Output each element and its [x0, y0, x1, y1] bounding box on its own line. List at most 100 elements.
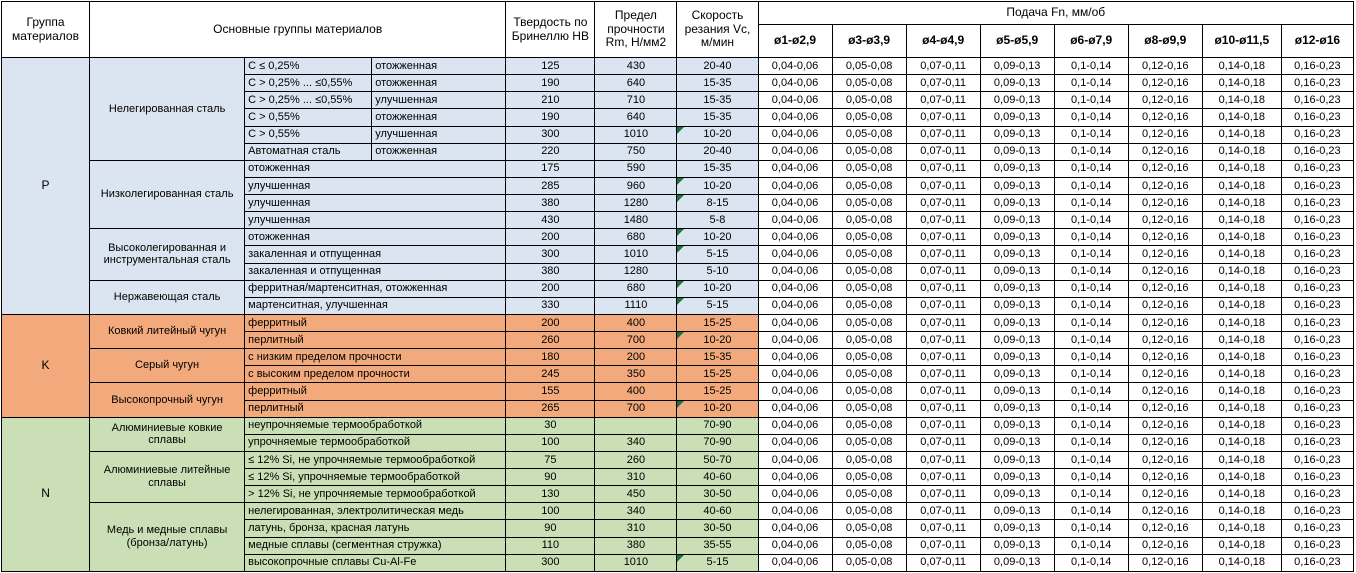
feed-cell-col-5: 0,1-0,14	[1053, 176, 1129, 196]
feed-cell-col-6: 0,12-0,16	[1127, 553, 1203, 573]
table-row: C > 0,25% ... ≤0,55% улучшенная 210 710 15-3…	[2, 91, 1355, 110]
hardness-cell: 330	[505, 296, 596, 315]
feed-cell-col-1: 0,04-0,06	[757, 382, 833, 401]
feed-cell-col-8: 0,16-0,23	[1280, 279, 1355, 298]
feed-cell-col-5: 0,1-0,14	[1053, 296, 1129, 315]
feed-cell-col-5: 0,1-0,14	[1053, 245, 1129, 264]
feed-cell-col-1: 0,04-0,06	[757, 279, 833, 298]
cutting-speed-cell: 70-90	[676, 416, 759, 435]
strength-cell: 1010	[594, 125, 678, 144]
feed-cell-col-3: 0,07-0,11	[905, 433, 981, 452]
strength-cell: 1010	[594, 553, 678, 573]
feed-cell-col-3: 0,07-0,11	[905, 536, 981, 555]
material-spec-cell: упрочняемые термообработкой	[244, 433, 507, 452]
table-row: перлитный 265 700 10-20 0,04-0,06 0,05-0,08 0,…	[2, 399, 1355, 418]
table-row: C > 0,55% отожженная 190 640 15-35 0,04-0,06 0…	[2, 108, 1355, 127]
feed-cell-col-3: 0,07-0,11	[905, 159, 981, 178]
feed-cell-col-3: 0,07-0,11	[905, 142, 981, 161]
cutting-speed-cell: 15-35	[676, 348, 759, 367]
feed-cell-col-2: 0,05-0,08	[831, 467, 907, 487]
feed-cell-col-2: 0,05-0,08	[831, 519, 907, 538]
table-row: Высокопрочный чугун ферритный 155 400 15-25 0…	[2, 382, 1355, 418]
hardness-cell: 210	[505, 91, 596, 110]
strength-cell: 1280	[594, 262, 678, 281]
feed-cell-col-4: 0,09-0,13	[979, 296, 1055, 315]
table-row: улучшенная 380 1280 8-15 0,04-0,06 0,05-0,08 0…	[2, 193, 1355, 213]
strength-cell: 960	[594, 176, 678, 196]
material-subgroup-cell: Высокопрочный чугун	[89, 382, 246, 418]
feed-cell-col-5: 0,1-0,14	[1053, 193, 1129, 213]
feed-cell-col-1: 0,04-0,06	[757, 245, 833, 264]
table-header: Группа материалов Основные группы матери…	[0, 1, 1355, 58]
material-state-cell: улучшенная	[371, 125, 507, 144]
table-row: Алюминиевые литейные сплавы ≤ 12% Si, не …	[2, 450, 1355, 504]
feed-cell-col-8: 0,16-0,23	[1280, 296, 1355, 315]
cutting-speed-cell: 10-20	[676, 330, 759, 350]
formula-flag-triangle-icon	[677, 281, 685, 288]
material-spec-cell: ферритная/мартенситная, отожженная	[244, 279, 507, 298]
strength-cell: 340	[594, 433, 678, 452]
feed-cell-col-5: 0,1-0,14	[1053, 433, 1129, 452]
feed-cell-col-8: 0,16-0,23	[1280, 433, 1355, 452]
hardness-cell: 380	[505, 262, 596, 281]
feed-cell-col-1: 0,04-0,06	[757, 348, 833, 367]
feed-cell-col-4: 0,09-0,13	[979, 279, 1055, 298]
feed-cell-col-4: 0,09-0,13	[979, 485, 1055, 504]
feed-cell-col-4: 0,09-0,13	[979, 348, 1055, 367]
cutting-speed-cell: 15-35	[676, 91, 759, 110]
material-spec-cell: перлитный	[244, 399, 507, 418]
hardness-cell: 75	[505, 450, 596, 470]
formula-flag-triangle-icon	[677, 246, 685, 254]
feed-cell-col-5: 0,1-0,14	[1053, 74, 1129, 93]
feed-cell-col-3: 0,07-0,11	[905, 211, 981, 230]
feed-cell-col-3: 0,07-0,11	[905, 450, 981, 470]
strength-cell: 450	[594, 485, 678, 504]
hardness-cell: 180	[505, 348, 596, 367]
feed-cell-col-1: 0,04-0,06	[757, 553, 833, 573]
table-row: Нержавеющая сталь ферритная/мартенситная,…	[2, 279, 1355, 315]
material-spec-cell: с низким пределом прочности	[244, 348, 507, 367]
feed-cell-col-2: 0,05-0,08	[831, 348, 907, 367]
feed-cell-col-1: 0,04-0,06	[757, 108, 833, 127]
feed-cell-col-8: 0,16-0,23	[1280, 450, 1355, 470]
material-subgroup-cell: Алюминиевые литейные сплавы	[89, 450, 246, 504]
cutting-speed-cell: 5-10	[676, 262, 759, 281]
feed-cell-col-7: 0,14-0,18	[1201, 211, 1282, 230]
feed-cell-col-5: 0,1-0,14	[1053, 228, 1129, 247]
feed-cell-col-6: 0,12-0,16	[1127, 433, 1203, 452]
feed-cell-col-3: 0,07-0,11	[905, 279, 981, 298]
material-spec-cell: ≤ 12% Si, упрочняемые термообработкой	[244, 467, 507, 487]
feed-cell-col-1: 0,04-0,06	[757, 262, 833, 281]
feed-cell-col-1: 0,04-0,06	[757, 296, 833, 315]
feed-cell-col-8: 0,16-0,23	[1280, 211, 1355, 230]
feed-cell-col-7: 0,14-0,18	[1201, 176, 1282, 196]
table-row: P Нелегированная сталь C ≤ 0,25% отожженная…	[0, 56, 1355, 315]
feed-cell-col-7: 0,14-0,18	[1201, 365, 1282, 384]
header-cutting-speed: Скорость резания Vc, м/мин	[676, 1, 759, 58]
feed-cell-col-4: 0,09-0,13	[979, 330, 1055, 350]
feed-cell-col-4: 0,09-0,13	[979, 91, 1055, 110]
header-diameter-col-2: ø3-ø3,9	[831, 24, 907, 58]
feed-cell-col-4: 0,09-0,13	[979, 416, 1055, 435]
feed-cell-col-6: 0,12-0,16	[1127, 399, 1203, 418]
feed-cell-col-8: 0,16-0,23	[1280, 467, 1355, 487]
feed-cell-col-6: 0,12-0,16	[1127, 485, 1203, 504]
material-spec-cell: мартенситная, улучшенная	[244, 296, 507, 315]
cutting-speed-cell: 15-25	[676, 313, 759, 333]
table-row: Низколегированная сталь отожженная 175 590 1…	[2, 159, 1355, 230]
material-spec-cell: > 12% Si, не упрочняемые термообработкой	[244, 485, 507, 504]
material-state-cell: отожженная	[371, 74, 507, 93]
hardness-cell: 285	[505, 176, 596, 196]
feed-cell-col-4: 0,09-0,13	[979, 56, 1055, 76]
feed-cell-col-6: 0,12-0,16	[1127, 536, 1203, 555]
cutting-speed-cell: 5-15	[676, 296, 759, 315]
feed-cell-col-2: 0,05-0,08	[831, 382, 907, 401]
feed-cell-col-3: 0,07-0,11	[905, 467, 981, 487]
feed-cell-col-3: 0,07-0,11	[905, 193, 981, 213]
material-spec-cell: ≤ 12% Si, не упрочняемые термообработкой	[244, 450, 507, 470]
feed-cell-col-4: 0,09-0,13	[979, 142, 1055, 161]
feed-cell-col-8: 0,16-0,23	[1280, 536, 1355, 555]
feed-cell-col-7: 0,14-0,18	[1201, 330, 1282, 350]
feed-cell-col-3: 0,07-0,11	[905, 125, 981, 144]
feed-cell-col-1: 0,04-0,06	[757, 176, 833, 196]
